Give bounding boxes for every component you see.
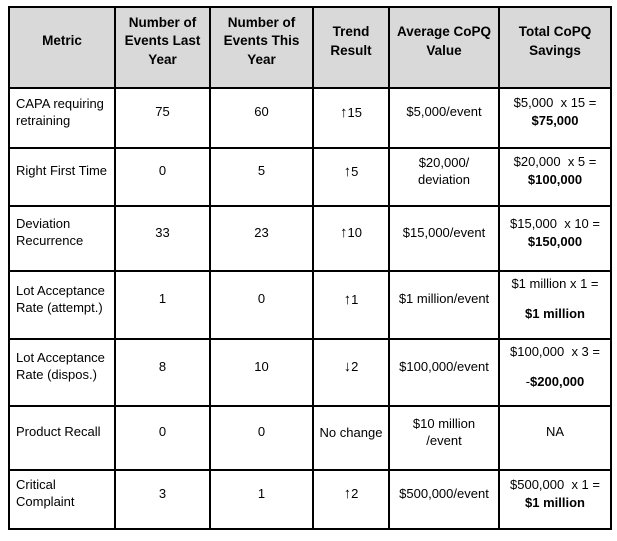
events-this-year-cell: 60 — [209, 87, 314, 149]
header-events-this-year: Number of Events This Year — [209, 6, 314, 89]
trend-result-cell: ↑2 — [312, 469, 390, 530]
savings-formula: $500,000 x 1 = — [510, 476, 600, 492]
trend-up-arrow-icon: ↑ — [343, 162, 352, 180]
avg-copq-value-cell: $10 million /event — [388, 405, 500, 471]
trend-value: 10 — [347, 225, 362, 241]
savings-amount: $1 million — [525, 494, 585, 510]
avg-copq-value-cell: $15,000/event — [388, 205, 500, 272]
table-row-lot-acceptance-dispos: Lot Acceptance Rate (dispos.) 8 10 ↓2 $1… — [8, 338, 612, 407]
table-row-deviation-recurrence: Deviation Recurrence 33 23 ↑10 $15,000/e… — [8, 205, 612, 272]
trend-value: 5 — [351, 163, 359, 179]
events-last-year-cell: 0 — [114, 405, 211, 471]
savings-amount: $1 million — [525, 306, 585, 321]
events-this-year-cell: 0 — [209, 270, 314, 340]
events-this-year-cell: 1 — [209, 469, 314, 530]
events-last-year-cell: 33 — [114, 205, 211, 272]
trend-result-cell: ↑5 — [312, 147, 390, 207]
table-row-right-first-time: Right First Time 0 5 ↑5 $20,000/ deviati… — [8, 147, 612, 207]
trend-value: 15 — [347, 104, 362, 120]
total-copq-savings-cell: $100,000 x 3 = -$200,000 — [498, 338, 612, 407]
savings-formula: $1 million x 1 = — [511, 276, 599, 292]
trend-value: 2 — [351, 359, 359, 375]
metric-cell: Product Recall — [8, 405, 116, 471]
table-body: CAPA requiring retraining 75 60 ↑15 $5,0… — [8, 87, 612, 530]
trend-result-cell: ↑15 — [312, 87, 390, 149]
total-copq-savings-cell: $500,000 x 1 = $1 million — [498, 469, 612, 530]
table-row-critical-complaint: Critical Complaint 3 1 ↑2 $500,000/event… — [8, 469, 612, 530]
savings-formula: $5,000 x 15 = — [513, 95, 597, 111]
total-copq-savings-cell: $5,000 x 15 = $75,000 — [498, 87, 612, 149]
trend-up-arrow-icon: ↑ — [340, 224, 348, 242]
header-total-copq-savings: Total CoPQ Savings — [498, 6, 612, 89]
savings-sign: - — [525, 373, 531, 389]
trend-value: No change — [319, 424, 383, 440]
trend-value: 1 — [351, 291, 359, 307]
avg-copq-value-cell: $100,000/event — [388, 338, 500, 407]
total-copq-savings-cell: $20,000 x 5 = $100,000 — [498, 147, 612, 207]
table-row-lot-acceptance-attempt: Lot Acceptance Rate (attempt.) 1 0 ↑1 $1… — [8, 270, 612, 340]
trend-down-arrow-icon: ↓ — [343, 358, 352, 376]
trend-value: 2 — [351, 486, 359, 502]
savings-value: NA — [545, 423, 565, 439]
copq-metrics-table: Metric Number of Events Last Year Number… — [8, 6, 612, 530]
avg-copq-value-cell: $1 million/event — [388, 270, 500, 340]
metric-cell: CAPA requiring retraining — [8, 87, 116, 149]
metric-cell: Lot Acceptance Rate (dispos.) — [8, 338, 116, 407]
events-last-year-cell: 8 — [114, 338, 211, 407]
metric-cell: Right First Time — [8, 147, 116, 207]
header-metric: Metric — [8, 6, 116, 89]
savings-amount: $150,000 — [527, 233, 583, 249]
events-this-year-cell: 10 — [209, 338, 314, 407]
total-copq-savings-cell: NA — [498, 405, 612, 471]
avg-copq-value-cell: $500,000/event — [388, 469, 500, 530]
trend-up-arrow-icon: ↑ — [343, 485, 352, 503]
events-this-year-cell: 5 — [209, 147, 314, 207]
events-last-year-cell: 3 — [114, 469, 211, 530]
table-row-capa-retraining: CAPA requiring retraining 75 60 ↑15 $5,0… — [8, 87, 612, 149]
savings-amount: $100,000 — [527, 172, 583, 187]
trend-result-cell: ↑1 — [312, 270, 390, 340]
avg-copq-value-cell: $5,000/event — [388, 87, 500, 149]
trend-up-arrow-icon: ↑ — [340, 103, 348, 121]
trend-result-cell: No change — [312, 405, 390, 471]
events-last-year-cell: 75 — [114, 87, 211, 149]
events-last-year-cell: 1 — [114, 270, 211, 340]
table-row-product-recall: Product Recall 0 0 No change $10 million… — [8, 405, 612, 471]
events-this-year-cell: 23 — [209, 205, 314, 272]
total-copq-savings-cell: $15,000 x 10 = $150,000 — [498, 205, 612, 272]
avg-copq-value-cell: $20,000/ deviation — [388, 147, 500, 207]
trend-result-cell: ↑10 — [312, 205, 390, 272]
savings-amount: $200,000 — [530, 373, 585, 389]
savings-amount: $75,000 — [531, 113, 579, 128]
metric-cell: Deviation Recurrence — [8, 205, 116, 272]
header-events-last-year: Number of Events Last Year — [114, 6, 211, 89]
header-row: Metric Number of Events Last Year Number… — [8, 6, 612, 89]
header-average-copq-value: Average CoPQ Value — [388, 6, 500, 89]
events-this-year-cell: 0 — [209, 405, 314, 471]
events-last-year-cell: 0 — [114, 147, 211, 207]
savings-formula: $20,000 x 5 = — [513, 154, 597, 170]
metric-cell: Lot Acceptance Rate (attempt.) — [8, 270, 116, 340]
header-trend-result: Trend Result — [312, 6, 390, 89]
savings-formula: $100,000 x 3 = — [510, 343, 600, 359]
trend-result-cell: ↓2 — [312, 338, 390, 407]
savings-formula: $15,000 x 10 = — [510, 215, 600, 231]
metric-cell: Critical Complaint — [8, 469, 116, 530]
total-copq-savings-cell: $1 million x 1 = $1 million — [498, 270, 612, 340]
table-header: Metric Number of Events Last Year Number… — [8, 6, 612, 89]
trend-up-arrow-icon: ↑ — [343, 290, 352, 308]
